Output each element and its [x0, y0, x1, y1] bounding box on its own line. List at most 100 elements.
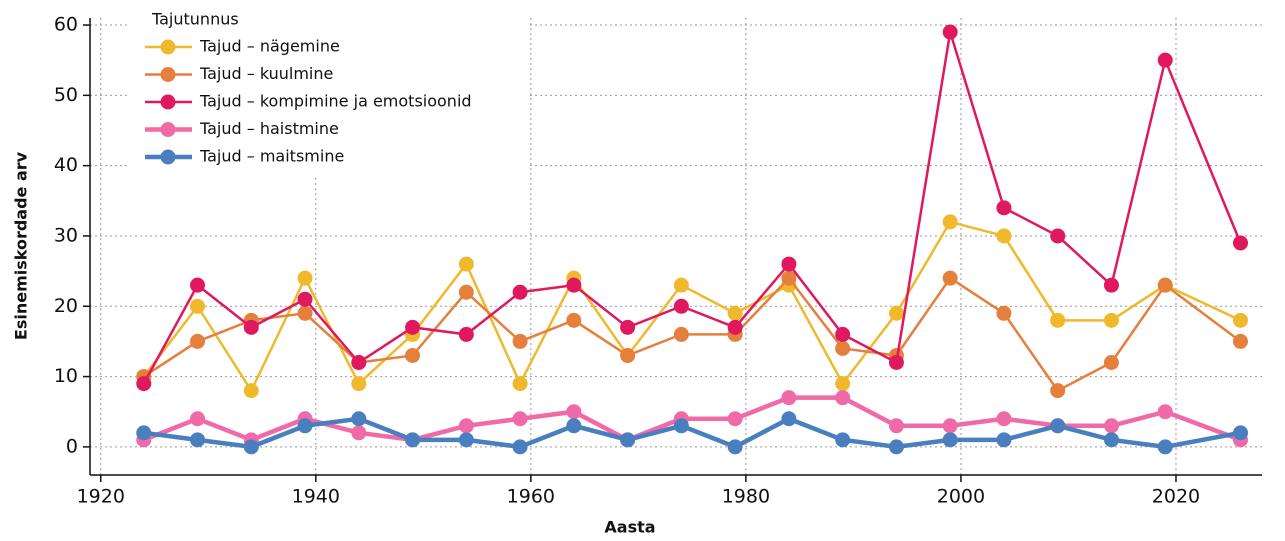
- point: [405, 432, 421, 448]
- legend-marker: [160, 149, 176, 165]
- x-tick-label: 2000: [937, 486, 985, 508]
- point: [1103, 277, 1119, 293]
- point: [566, 404, 582, 420]
- point: [351, 355, 367, 371]
- point: [243, 439, 259, 455]
- y-tick-label: 20: [54, 295, 78, 317]
- point: [781, 270, 797, 286]
- point: [458, 284, 474, 300]
- point: [942, 24, 958, 40]
- point: [996, 432, 1012, 448]
- point: [405, 347, 421, 363]
- point: [190, 277, 206, 293]
- point: [673, 326, 689, 342]
- point: [781, 256, 797, 272]
- point: [243, 383, 259, 399]
- point: [888, 355, 904, 371]
- y-tick-label: 0: [66, 435, 78, 457]
- legend-marker: [160, 94, 176, 110]
- point: [405, 319, 421, 335]
- point: [835, 340, 851, 356]
- point: [620, 432, 636, 448]
- point: [888, 439, 904, 455]
- x-tick-label: 1920: [77, 486, 125, 508]
- point: [996, 305, 1012, 321]
- point: [351, 411, 367, 427]
- point: [727, 411, 743, 427]
- point: [1103, 312, 1119, 328]
- point: [458, 256, 474, 272]
- legend-label: Tajud – kuulmine: [199, 64, 333, 83]
- point: [888, 418, 904, 434]
- y-tick-label: 50: [54, 84, 78, 106]
- point: [942, 214, 958, 230]
- point: [835, 432, 851, 448]
- point: [136, 376, 152, 392]
- point: [512, 376, 528, 392]
- legend: Tajutunnus Tajud – nägemine Tajud – kuulmi…: [128, 8, 528, 178]
- legend-label: Tajud – kompimine ja emotsioonid: [199, 92, 472, 111]
- point: [1050, 418, 1066, 434]
- point: [673, 277, 689, 293]
- point: [351, 376, 367, 392]
- point: [512, 439, 528, 455]
- point: [512, 333, 528, 349]
- point: [458, 418, 474, 434]
- point: [458, 432, 474, 448]
- point: [1103, 418, 1119, 434]
- point: [297, 270, 313, 286]
- point: [1103, 355, 1119, 371]
- x-tick-label: 1960: [507, 486, 555, 508]
- y-tick-label: 10: [54, 365, 78, 387]
- point: [1232, 333, 1248, 349]
- point: [1232, 235, 1248, 251]
- point: [835, 326, 851, 342]
- point: [297, 305, 313, 321]
- y-tick-label: 60: [54, 14, 78, 36]
- point: [942, 270, 958, 286]
- point: [673, 418, 689, 434]
- legend-label: Tajud – nägemine: [199, 37, 340, 56]
- point: [996, 200, 1012, 216]
- point: [1157, 439, 1173, 455]
- legend-label: Tajud – haistmine: [199, 119, 339, 138]
- point: [297, 418, 313, 434]
- point: [727, 319, 743, 335]
- x-tick-label: 2020: [1152, 486, 1200, 508]
- legend-label: Tajud – maitsmine: [199, 147, 344, 166]
- point: [297, 291, 313, 307]
- point: [566, 277, 582, 293]
- point: [1157, 404, 1173, 420]
- point: [243, 319, 259, 335]
- x-axis-label: Aasta: [604, 518, 655, 537]
- point: [781, 390, 797, 406]
- point: [1157, 277, 1173, 293]
- legend-title: Tajutunnus: [151, 10, 239, 29]
- point: [835, 390, 851, 406]
- legend-marker: [160, 39, 176, 55]
- point: [1232, 425, 1248, 441]
- point: [190, 411, 206, 427]
- point: [1103, 432, 1119, 448]
- point: [1050, 312, 1066, 328]
- point: [996, 411, 1012, 427]
- point: [1232, 312, 1248, 328]
- point: [996, 228, 1012, 244]
- legend-box: [128, 8, 528, 178]
- point: [512, 284, 528, 300]
- point: [136, 425, 152, 441]
- point: [727, 439, 743, 455]
- point: [620, 319, 636, 335]
- x-tick-label: 1940: [292, 486, 340, 508]
- point: [512, 411, 528, 427]
- point: [673, 298, 689, 314]
- point: [888, 305, 904, 321]
- point: [1050, 228, 1066, 244]
- point: [351, 425, 367, 441]
- point: [781, 411, 797, 427]
- point: [190, 432, 206, 448]
- point: [1157, 52, 1173, 68]
- point: [190, 298, 206, 314]
- y-axis-label: Esinemiskordade arv: [12, 151, 31, 340]
